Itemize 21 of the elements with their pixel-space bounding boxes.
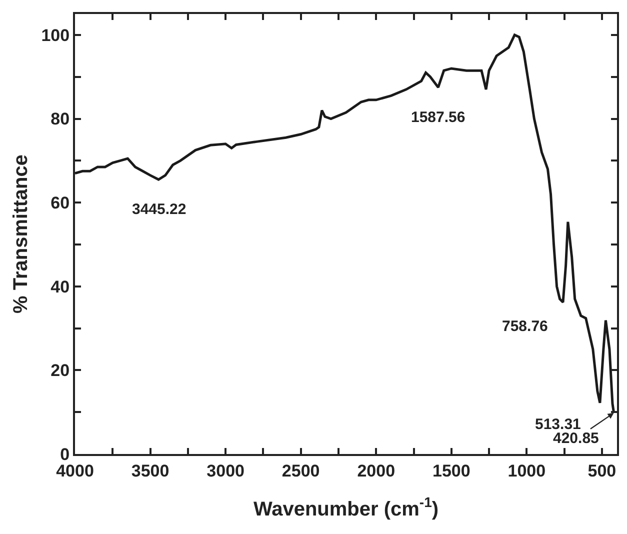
annotation: 758.76 [502,318,548,335]
x-axis-title: Wavenumber (cm$^{-1}$) [253,494,439,520]
x-tick-label: 4000 [56,461,94,480]
x-tick-label: 1000 [508,461,546,480]
annotation: 1587.56 [411,109,466,126]
x-tick-label: 2500 [282,461,320,480]
y-tick-label: 80 [50,110,70,129]
x-tick-label: 3000 [206,461,244,480]
y-axis-title: % Transmittance [10,154,32,314]
annotation: 513.31 [535,416,581,433]
y-tick-label: 40 [50,277,70,296]
y-tick-label: 0 [60,444,70,464]
y-tick-label: 100 [41,26,70,45]
annotation: 420.85 [553,430,599,447]
annotation: 3445.22 [132,201,186,218]
y-tick-label: 60 [50,194,70,213]
x-tick-label: 2000 [357,461,396,480]
x-tick-label: 500 [588,461,616,480]
x-tick-label: 1500 [432,461,470,480]
x-tick-label: 3500 [131,461,170,480]
y-tick-label: 20 [50,361,70,380]
